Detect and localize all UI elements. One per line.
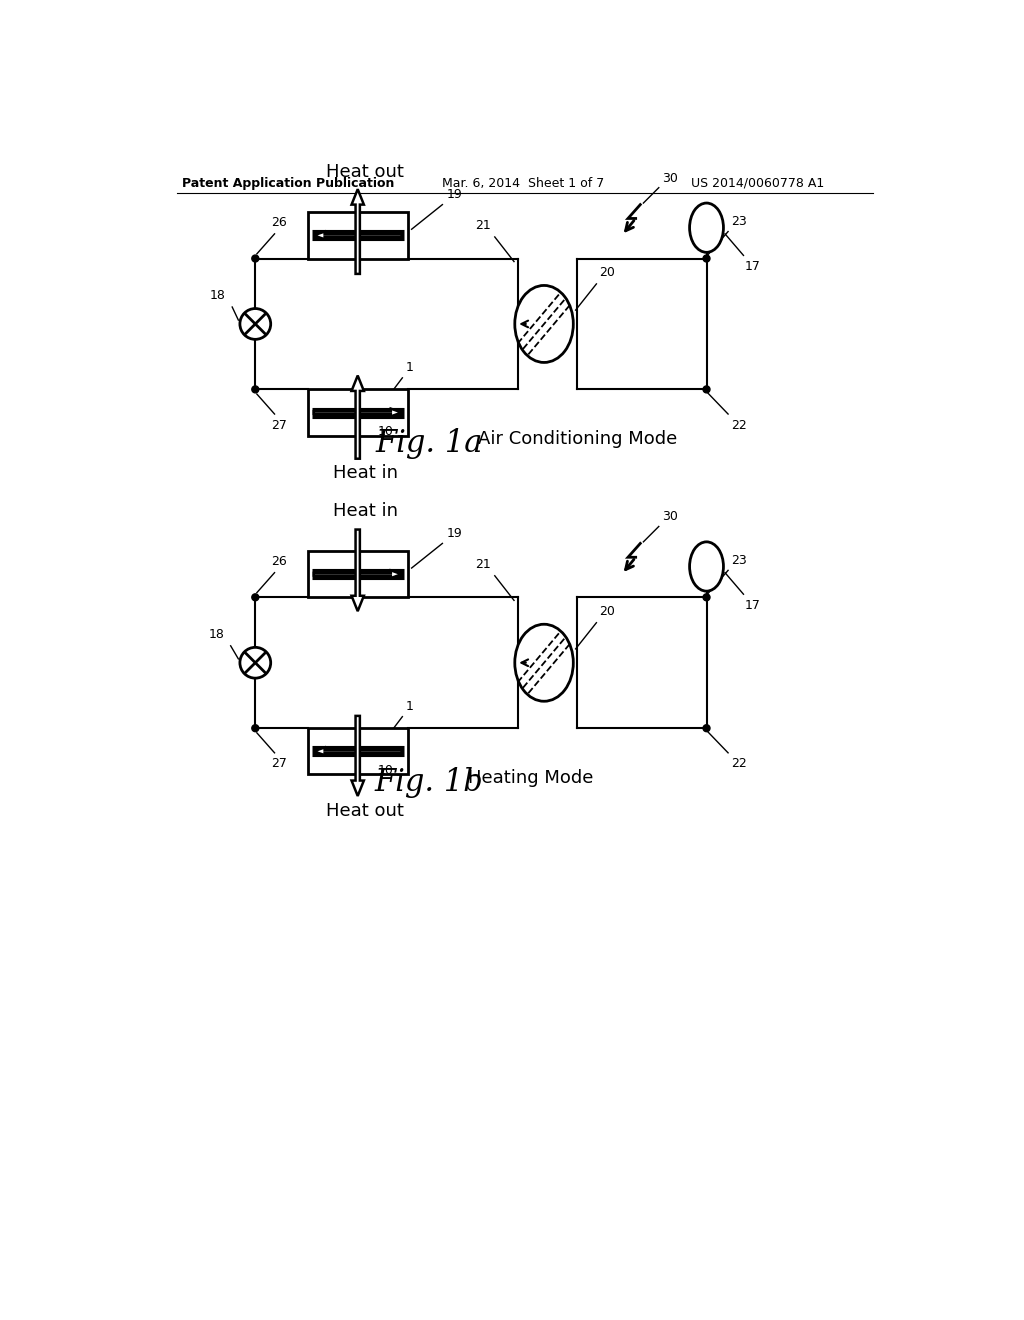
Ellipse shape: [515, 624, 573, 701]
Text: Heating Mode: Heating Mode: [468, 770, 594, 787]
Circle shape: [240, 309, 270, 339]
Polygon shape: [351, 189, 364, 275]
Ellipse shape: [689, 203, 724, 252]
Text: 27: 27: [270, 418, 287, 432]
Text: 23: 23: [731, 553, 746, 566]
Polygon shape: [313, 231, 401, 239]
Text: 10: 10: [378, 425, 394, 438]
Text: 10: 10: [378, 763, 394, 776]
Circle shape: [240, 647, 270, 678]
Text: 19: 19: [446, 527, 462, 540]
Polygon shape: [351, 376, 364, 459]
Circle shape: [703, 594, 710, 601]
Text: 26: 26: [270, 554, 287, 568]
Text: 18: 18: [209, 628, 224, 642]
Text: Patent Application Publication: Patent Application Publication: [182, 177, 394, 190]
Circle shape: [703, 725, 710, 731]
Text: 17: 17: [745, 599, 761, 612]
Text: 22: 22: [731, 758, 746, 771]
Text: Fig. 1b: Fig. 1b: [375, 767, 483, 797]
Polygon shape: [313, 570, 401, 578]
Text: Heat out: Heat out: [327, 803, 404, 820]
Polygon shape: [313, 747, 401, 755]
Text: 21: 21: [475, 558, 490, 572]
Text: 22: 22: [731, 418, 746, 432]
Text: 20: 20: [599, 605, 615, 618]
Text: Mar. 6, 2014  Sheet 1 of 7: Mar. 6, 2014 Sheet 1 of 7: [442, 177, 604, 190]
Text: 19: 19: [446, 187, 462, 201]
Circle shape: [703, 385, 710, 393]
Circle shape: [252, 725, 259, 731]
Text: 1: 1: [406, 700, 414, 713]
Text: Heat out: Heat out: [327, 164, 404, 181]
Text: 17: 17: [745, 260, 761, 273]
Polygon shape: [307, 729, 408, 775]
Circle shape: [252, 594, 259, 601]
Text: 1: 1: [406, 360, 414, 374]
Polygon shape: [313, 409, 401, 416]
Text: Fig. 1a: Fig. 1a: [376, 428, 483, 459]
Text: 23: 23: [731, 215, 746, 227]
Circle shape: [252, 255, 259, 261]
Text: US 2014/0060778 A1: US 2014/0060778 A1: [691, 177, 824, 190]
Ellipse shape: [689, 541, 724, 591]
Text: 18: 18: [210, 289, 226, 302]
Circle shape: [703, 255, 710, 261]
Polygon shape: [307, 213, 408, 259]
Polygon shape: [307, 389, 408, 436]
Polygon shape: [351, 715, 364, 796]
Text: Heat in: Heat in: [333, 463, 398, 482]
Text: 27: 27: [270, 758, 287, 771]
Ellipse shape: [515, 285, 573, 363]
Text: 20: 20: [599, 267, 615, 280]
Text: Air Conditioning Mode: Air Conditioning Mode: [477, 430, 677, 449]
Text: 26: 26: [270, 216, 287, 230]
Text: 21: 21: [475, 219, 490, 232]
Polygon shape: [351, 529, 364, 611]
Polygon shape: [307, 552, 408, 598]
Text: 30: 30: [662, 172, 678, 185]
Text: 30: 30: [662, 511, 678, 524]
Circle shape: [252, 385, 259, 393]
Text: Heat in: Heat in: [333, 502, 398, 520]
